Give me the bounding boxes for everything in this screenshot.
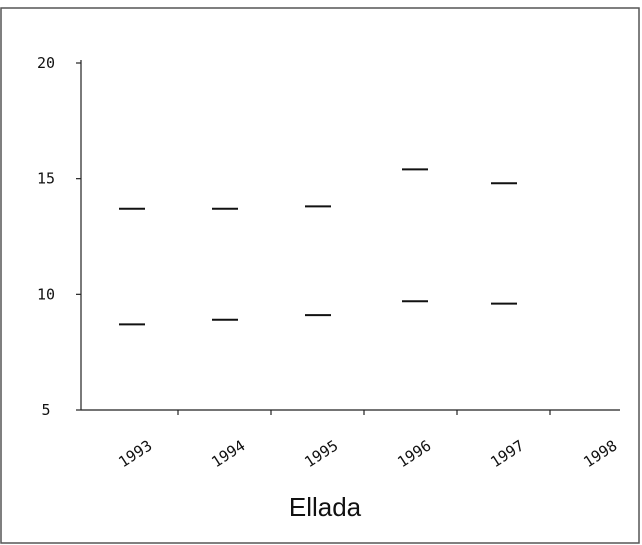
x-tick-label: 1993 <box>115 436 155 471</box>
x-tick-label: 1994 <box>208 436 248 471</box>
data-marks <box>119 168 517 326</box>
y-tick-label: 10 <box>37 285 55 303</box>
chart-title: Ellada <box>289 492 362 522</box>
x-tick-label: 1997 <box>487 436 527 471</box>
chart-frame <box>0 7 640 544</box>
y-tick-label: 20 <box>37 54 55 72</box>
y-tick-label: 15 <box>37 170 55 188</box>
x-ticks: 1993 1994 1995 1996 1997 1998 <box>115 410 620 471</box>
y-ticks: 20 15 10 5 <box>37 54 81 419</box>
x-tick-label: 1996 <box>394 436 434 471</box>
y-tick-label: 5 <box>41 401 50 419</box>
x-tick-label: 1998 <box>580 436 620 471</box>
x-tick-label: 1995 <box>301 436 341 471</box>
